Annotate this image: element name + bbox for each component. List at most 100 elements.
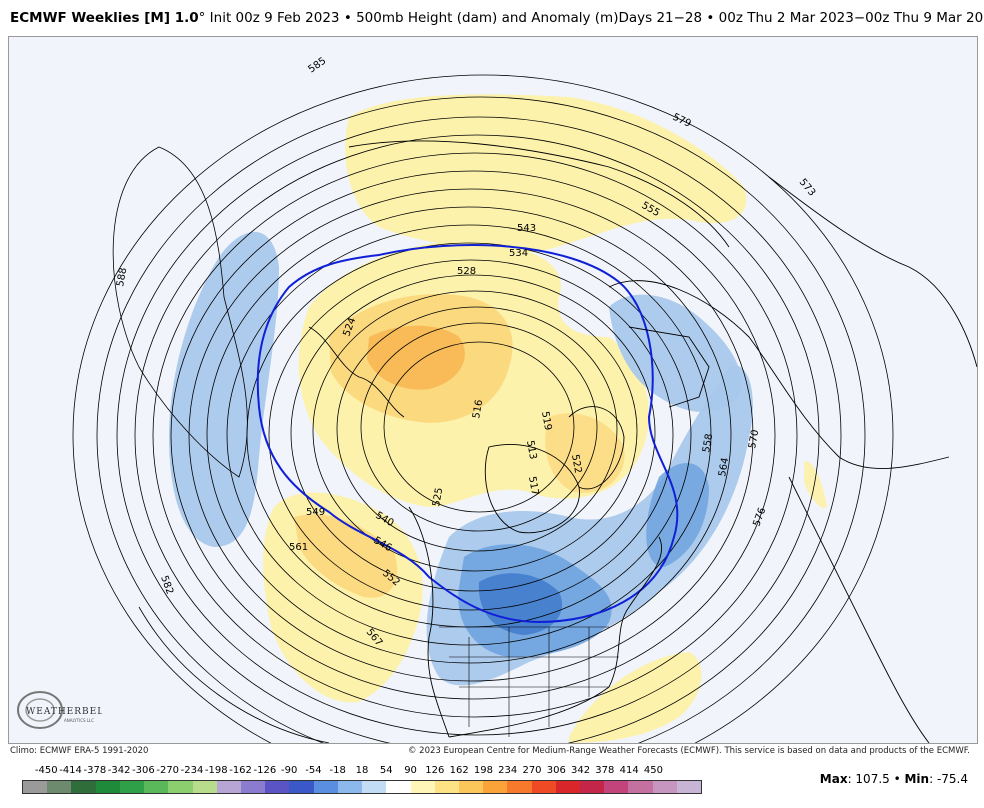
legend-label: -18: [329, 765, 346, 776]
run-description: Init 00z 9 Feb 2023 • 500mb Height (dam)…: [205, 10, 984, 26]
label-558: 558: [701, 433, 715, 454]
coast-africa: [788, 476, 930, 743]
coast-west-namerica: [408, 506, 450, 738]
legend-swatch: [192, 781, 217, 793]
coast-greenland: [568, 406, 625, 490]
label-528: 528: [457, 266, 476, 277]
legend-label: -198: [204, 765, 228, 776]
coast-hudson-bay: [484, 443, 580, 534]
legend-swatch: [386, 781, 411, 793]
contour-ring: [268, 259, 674, 611]
contour-ring: [96, 96, 866, 743]
legend-swatch: [289, 781, 314, 793]
label-516: 516: [471, 399, 485, 420]
legend-label: 270: [522, 765, 542, 776]
anomaly-positive-atlantic: [569, 652, 702, 743]
contour-588-loop: [112, 146, 248, 478]
coastlines: [308, 140, 977, 743]
label-519: 519: [539, 411, 553, 432]
height-contours: [72, 74, 894, 743]
map-panel: 588 582 585 579 573 555 543 534 528 524 …: [8, 36, 978, 744]
logo-text: WEATHERBELL: [26, 707, 102, 717]
coast-scandinavia: [628, 326, 710, 408]
label-517: 517: [526, 476, 540, 497]
legend-label: -450: [34, 765, 58, 776]
copyright-note: © 2023 European Centre for Medium-Range …: [407, 746, 970, 756]
legend-label: 54: [379, 765, 393, 776]
coast-europe: [608, 280, 950, 469]
legend-swatch: [71, 781, 96, 793]
anomaly-positive-greenland: [545, 413, 625, 493]
legend-swatch: [604, 781, 629, 793]
weatherbell-logo: WEATHERBELL ANALYTICS LLC: [17, 691, 102, 729]
min-value: : -75.4: [929, 772, 968, 786]
legend-swatch: [434, 781, 459, 793]
logo-subtext: ANALYTICS LLC: [64, 718, 94, 723]
coast-asia: [768, 176, 977, 368]
model-name: ECMWF Weeklies [M] 1.0: [10, 10, 199, 26]
color-legend: -450 -414 -378 -342 -306 -270 -234 -198 -162 -126…: [22, 765, 702, 805]
label-534: 534: [509, 248, 528, 259]
anomaly-positive-arctic-core: [367, 325, 465, 390]
legend-label: 342: [571, 765, 591, 776]
legend-labels: -450 -414 -378 -342 -306 -270 -234 -198 -162 -126…: [22, 765, 702, 779]
contour-ring: [72, 74, 894, 743]
legend-label: 90: [404, 765, 417, 776]
legend-swatch: [144, 781, 169, 793]
legend-label: -126: [253, 765, 277, 776]
label-561: 561: [289, 542, 308, 553]
legend-swatch: [240, 781, 266, 793]
legend-label: 450: [643, 765, 663, 776]
legend-label: 126: [425, 765, 445, 776]
legend-label: 18: [355, 765, 369, 776]
legend-label: 414: [619, 765, 639, 776]
contour-ring: [170, 170, 776, 700]
legend-label: -414: [59, 765, 82, 776]
legend-swatch: [95, 781, 120, 793]
legend-label: -234: [180, 765, 204, 776]
legend-label: -54: [305, 765, 322, 776]
legend-swatch: [362, 781, 387, 793]
legend-swatch: [216, 781, 241, 793]
chart-title: ECMWF Weeklies [M] 1.0° Init 00z 9 Feb 2…: [10, 10, 984, 30]
label-564: 564: [717, 457, 731, 478]
label-588: 588: [115, 267, 129, 288]
logo-swirl: [17, 691, 63, 729]
legend-swatch: [555, 781, 581, 793]
label-543: 543: [517, 223, 536, 234]
legend-swatch: [168, 781, 193, 793]
anomaly-negative-pacific: [169, 231, 279, 547]
coast-siberia: [348, 140, 730, 248]
legend-label: -270: [156, 765, 180, 776]
min-label: Min: [904, 772, 930, 786]
us-state-grid: [439, 626, 619, 737]
anomaly-positive-pacific-core: [294, 514, 398, 598]
legend-swatch: [265, 781, 290, 793]
legend-swatch: [47, 781, 72, 793]
label-549: 549: [306, 507, 325, 518]
label-522: 522: [569, 454, 583, 475]
legend-swatch: [458, 781, 484, 793]
max-value: : 107.5 •: [847, 772, 905, 786]
legend-swatch: [410, 781, 435, 793]
contour-582-arc: [138, 606, 330, 743]
anomaly-positive-siberia: [345, 94, 747, 252]
legend-swatch: [23, 781, 48, 793]
legend-swatch: [676, 781, 702, 793]
climo-note: Climo: ECMWF ERA-5 1991-2020: [10, 746, 149, 756]
legend-label: 198: [473, 765, 493, 776]
legend-label: -162: [229, 765, 252, 776]
contour-ring: [312, 290, 638, 572]
legend-label: -306: [132, 765, 155, 776]
legend-swatch: [507, 781, 532, 793]
max-min-readout: Max: 107.5 • Min: -75.4: [820, 772, 968, 786]
legend-label: -342: [107, 765, 131, 776]
contour-ring: [116, 116, 842, 743]
legend-label: 162: [449, 765, 469, 776]
legend-label: -90: [280, 765, 298, 776]
legend-swatch: [628, 781, 653, 793]
contour-ring: [290, 274, 656, 592]
legend-swatch: [531, 781, 556, 793]
legend-swatch: [313, 781, 338, 793]
max-label: Max: [819, 772, 848, 786]
